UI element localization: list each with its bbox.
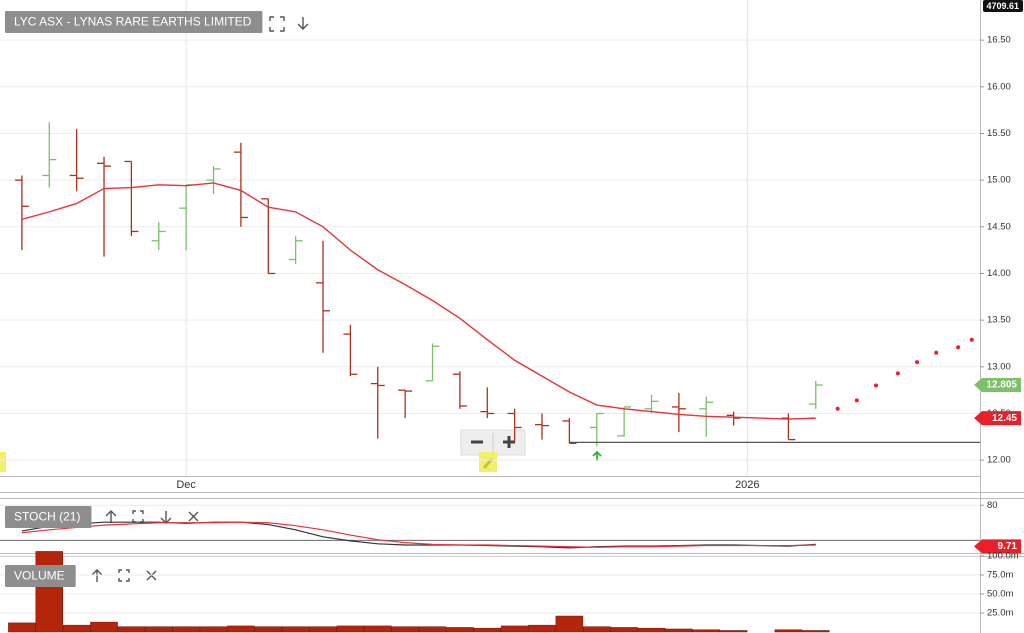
volume-bar <box>473 627 502 633</box>
y-tick-label: 16.00 <box>987 81 1011 92</box>
forecast-dot <box>895 371 900 376</box>
y-tick-label: 15.00 <box>987 175 1011 186</box>
pane-title-box <box>5 506 92 528</box>
forecast-dot <box>835 406 840 411</box>
ohlc-bars <box>14 122 823 447</box>
y-tick-label: 15.50 <box>987 128 1011 139</box>
y-tick-label: 80 <box>987 500 998 511</box>
y-tick-label: 75.0m <box>987 570 1013 581</box>
y-tick-label: 13.00 <box>987 361 1011 372</box>
volume-bar <box>254 626 283 633</box>
pane-title: LYC ASX - LYNAS RARE EARTHS LIMITED <box>14 15 252 29</box>
volume-bar <box>665 628 693 633</box>
volume-bar <box>172 626 200 633</box>
y-tick-label: 14.00 <box>987 268 1011 279</box>
price-badge <box>974 539 1021 554</box>
volume-bar <box>802 630 830 633</box>
price-badge <box>974 411 1021 426</box>
volume-bar <box>774 629 803 633</box>
volume-bar <box>227 625 255 633</box>
volume-bar <box>309 626 337 633</box>
volume-bar <box>145 626 173 633</box>
forecast-dot <box>915 360 920 365</box>
volume-bar <box>90 621 118 633</box>
pane-title-box <box>5 565 76 587</box>
forecast-dot <box>934 350 939 355</box>
price-badge <box>974 378 1021 392</box>
volume-bar <box>281 626 310 633</box>
volume-bar <box>391 626 419 633</box>
price-badge-label: 12.805 <box>986 380 1017 391</box>
volume-bar <box>500 625 529 633</box>
volume-bar <box>528 624 556 633</box>
signal-arrow <box>592 450 602 461</box>
x-tick-label: Dec <box>176 479 196 491</box>
pane-title: STOCH (21) <box>14 510 80 524</box>
volume-bar <box>692 629 721 633</box>
volume-bar <box>62 624 91 633</box>
top-badge <box>983 0 1023 12</box>
top-label: 4709.61 <box>986 1 1019 11</box>
volume-bar <box>8 622 36 633</box>
forecast-dot <box>873 383 878 388</box>
indicator-line <box>21 521 816 548</box>
volume-bar <box>117 626 146 633</box>
forecast-dot <box>969 337 974 342</box>
main-icons[interactable] <box>269 16 309 32</box>
y-tick-label: 13.50 <box>987 315 1011 326</box>
annotation-markers[interactable] <box>0 452 497 472</box>
y-tick-label: 12.00 <box>987 455 1011 466</box>
grid <box>0 0 980 614</box>
x-tick-label: 2026 <box>735 479 759 491</box>
price-badge-label: 9.71 <box>998 541 1018 552</box>
y-tick-label: 16.50 <box>987 35 1011 46</box>
y-tick-label: 100.0m <box>987 551 1019 562</box>
volume-bar <box>336 625 365 633</box>
pane-title: VOLUME <box>14 569 65 583</box>
volume-bar <box>199 626 228 633</box>
volume-bar <box>418 626 447 633</box>
forecast-dot <box>956 345 961 350</box>
y-tick-label: 14.50 <box>987 221 1011 232</box>
price-badge-label: 12.45 <box>992 413 1017 424</box>
volume-bar <box>446 627 474 633</box>
volume-bar <box>364 625 392 633</box>
forecast-dot <box>854 398 859 403</box>
zoom-controls[interactable] <box>460 429 526 456</box>
volume-bar <box>719 630 748 633</box>
volume-bar <box>610 627 638 633</box>
moving-average <box>21 182 816 420</box>
volume-bar <box>637 627 666 633</box>
y-tick-label: 50.0m <box>987 589 1013 600</box>
stoch-icons[interactable] <box>105 510 199 524</box>
y-tick-label: 25.0m <box>987 608 1013 619</box>
volume-bar <box>35 551 64 633</box>
pane-title-box <box>5 11 263 33</box>
volume-bar <box>555 615 584 633</box>
volume-bar <box>583 626 611 633</box>
